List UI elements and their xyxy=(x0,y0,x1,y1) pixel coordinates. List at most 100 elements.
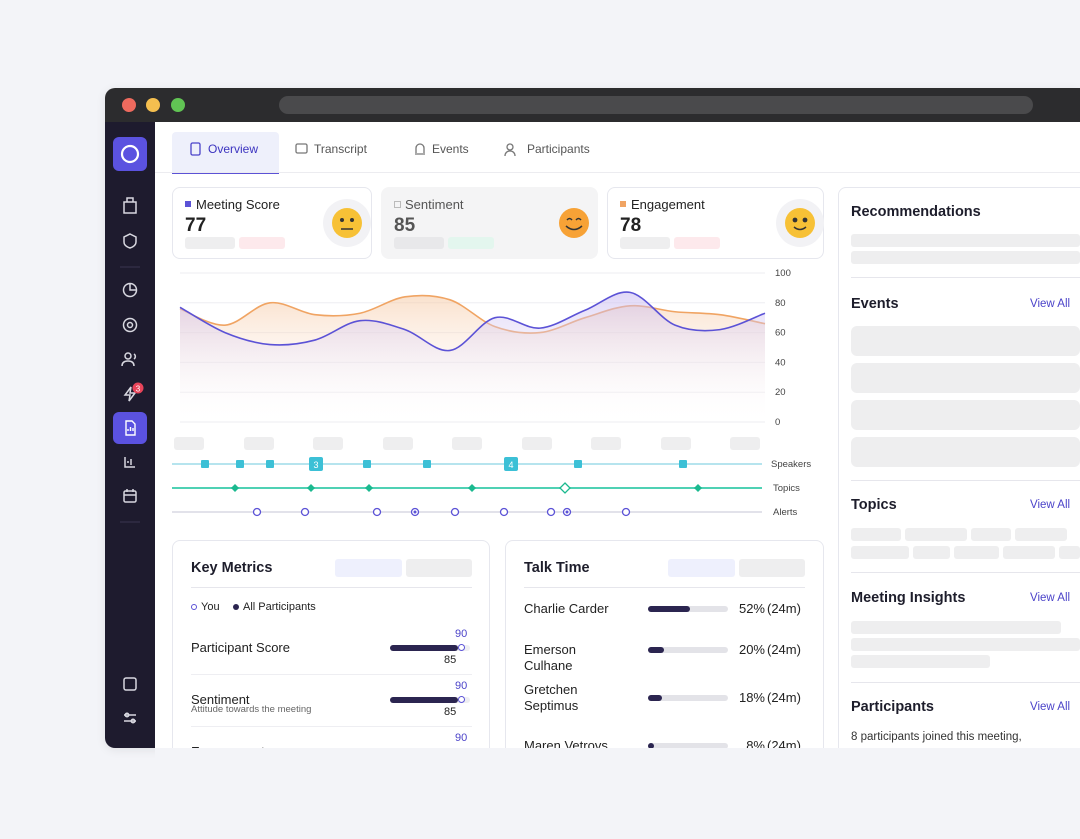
skeleton xyxy=(668,559,735,577)
view-all[interactable]: View All xyxy=(1030,499,1071,511)
bar xyxy=(390,697,458,703)
max-dot[interactable] xyxy=(171,98,185,112)
line xyxy=(179,294,766,334)
skeleton xyxy=(971,528,1011,541)
skeleton xyxy=(448,237,494,249)
bar-label: 85 xyxy=(444,654,457,666)
view-all[interactable]: View All xyxy=(1030,592,1071,604)
skeleton xyxy=(1015,528,1067,541)
tab-active[interactable] xyxy=(172,132,279,174)
card-value: 77 xyxy=(185,215,207,236)
track-label: Alerts xyxy=(773,507,798,518)
card-title: Talk Time xyxy=(524,560,590,576)
skeleton xyxy=(674,237,720,249)
skeleton xyxy=(851,326,1080,356)
share-label: 52% xyxy=(738,601,765,616)
speaker-name: Emerson Culhane xyxy=(524,642,577,673)
legend-marker xyxy=(233,604,239,610)
skeleton xyxy=(851,400,1080,430)
metric-sublabel: Attitude towards the meeting xyxy=(191,704,312,715)
bar-track xyxy=(648,647,728,653)
section-title: Meeting Insights xyxy=(851,590,966,606)
participants-note: 8 participants joined this meeting, xyxy=(851,731,1022,743)
bar xyxy=(648,606,690,612)
duration: (24m) xyxy=(767,642,801,657)
legend-swatch xyxy=(185,201,191,207)
skeleton xyxy=(239,237,285,249)
skeleton xyxy=(851,251,1080,264)
duration: (24m) xyxy=(767,690,801,705)
card-value: 85 xyxy=(394,215,416,236)
section-title: Topics xyxy=(851,497,897,513)
skeleton xyxy=(1059,546,1080,559)
area xyxy=(180,292,765,422)
speaker-name: Charlie Carder xyxy=(524,601,609,616)
tab[interactable]: Overview xyxy=(208,142,259,156)
divider xyxy=(851,277,1080,278)
y-tick-label: 0 xyxy=(775,417,780,428)
legend-swatch xyxy=(620,201,626,207)
section-title: Recommendations xyxy=(851,204,981,220)
card-value: 78 xyxy=(620,215,642,236)
bar-track xyxy=(648,695,728,701)
line xyxy=(179,291,766,352)
bar xyxy=(390,645,458,651)
bar-track xyxy=(648,743,728,749)
view-all[interactable]: View All xyxy=(1030,701,1071,713)
nav-icons[interactable] xyxy=(121,197,138,724)
row-divider xyxy=(191,726,472,727)
tab-icons xyxy=(190,142,516,157)
side-panel xyxy=(838,187,1080,787)
skeleton xyxy=(851,638,1080,651)
min-dot[interactable] xyxy=(146,98,160,112)
skeleton xyxy=(406,559,472,577)
skeleton xyxy=(1003,546,1055,559)
bar xyxy=(648,743,655,749)
badge xyxy=(132,382,144,394)
speaker-name: Gretchen Septimus xyxy=(524,682,579,713)
divider xyxy=(851,480,1080,481)
tab[interactable]: Transcript xyxy=(314,142,367,156)
section-title: Participants xyxy=(851,699,934,715)
duration: (24m) xyxy=(767,601,801,616)
marker-label: 90 xyxy=(455,628,468,640)
track-label: Speakers xyxy=(771,459,811,470)
card-label: Meeting Score xyxy=(196,197,280,212)
legend-swatch xyxy=(394,201,401,208)
marker xyxy=(458,696,465,703)
share-label: 20% xyxy=(738,642,765,657)
skeleton xyxy=(851,621,1061,634)
speaker-badge: 3 xyxy=(313,460,318,470)
skeleton xyxy=(394,237,444,249)
metric-label: Participant Score xyxy=(191,640,290,655)
legend-label: All Participants xyxy=(243,601,316,613)
close-dot[interactable] xyxy=(122,98,136,112)
line-chart: 3 4 Speakers Topics Alerts 0 20 40 60 80 100 xyxy=(172,268,811,518)
row-divider xyxy=(191,674,472,675)
y-tick-label: 60 xyxy=(775,328,786,339)
tab-divider xyxy=(155,172,1080,173)
badge-count: 3 xyxy=(136,385,141,394)
divider xyxy=(191,587,472,588)
divider xyxy=(524,587,805,588)
skeleton xyxy=(185,237,235,249)
y-tick-label: 80 xyxy=(775,298,786,309)
y-tick-label: 100 xyxy=(775,268,791,279)
section-title: Events xyxy=(851,296,899,312)
card-label: Engagement xyxy=(631,197,705,212)
bar-label: 85 xyxy=(444,706,457,718)
skeleton xyxy=(851,655,990,668)
backdrop xyxy=(155,748,1080,839)
title-bar xyxy=(105,88,1080,122)
share-label: 18% xyxy=(738,690,765,705)
divider xyxy=(851,572,1080,573)
view-all[interactable]: View All xyxy=(1030,298,1071,310)
y-tick-label: 20 xyxy=(775,387,786,398)
emoji-faces xyxy=(323,199,824,247)
tab[interactable]: Participants xyxy=(527,142,590,156)
logo[interactable] xyxy=(113,137,147,171)
card-label: Sentiment xyxy=(405,197,464,212)
address-bar[interactable] xyxy=(279,96,1033,114)
skeleton xyxy=(851,546,909,559)
tab[interactable]: Events xyxy=(432,142,469,156)
